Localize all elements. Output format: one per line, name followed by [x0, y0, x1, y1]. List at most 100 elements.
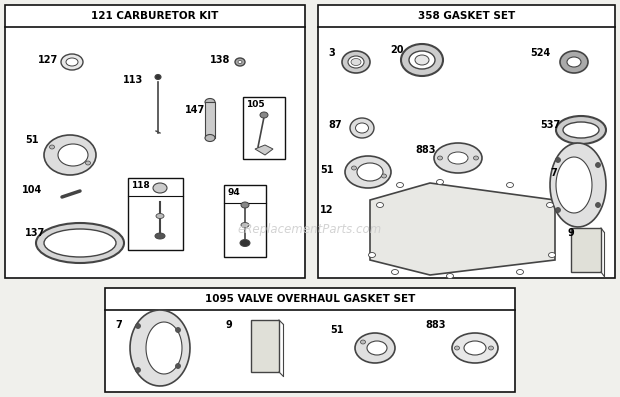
Polygon shape — [146, 322, 182, 374]
Ellipse shape — [556, 158, 560, 162]
Ellipse shape — [357, 163, 383, 181]
Text: 94: 94 — [227, 188, 240, 197]
Text: 51: 51 — [25, 135, 38, 145]
Ellipse shape — [136, 324, 141, 328]
Ellipse shape — [474, 156, 479, 160]
Text: 87: 87 — [328, 120, 342, 130]
Ellipse shape — [205, 135, 215, 141]
Ellipse shape — [50, 145, 55, 149]
Ellipse shape — [44, 135, 96, 175]
Bar — [205, 102, 215, 138]
Ellipse shape — [355, 333, 395, 363]
Ellipse shape — [454, 346, 459, 350]
Text: 524: 524 — [530, 48, 551, 58]
Ellipse shape — [350, 118, 374, 138]
Bar — [251, 320, 279, 372]
Ellipse shape — [415, 55, 429, 65]
Ellipse shape — [507, 183, 513, 187]
Text: 883: 883 — [415, 145, 435, 155]
Ellipse shape — [66, 58, 78, 66]
Ellipse shape — [381, 174, 386, 178]
Text: 121 CARBURETOR KIT: 121 CARBURETOR KIT — [91, 11, 219, 21]
Text: 118: 118 — [131, 181, 150, 190]
Text: 9: 9 — [568, 228, 575, 238]
Ellipse shape — [516, 270, 523, 274]
Ellipse shape — [345, 156, 391, 188]
Ellipse shape — [448, 152, 468, 164]
Ellipse shape — [155, 75, 161, 79]
Ellipse shape — [61, 54, 83, 70]
Ellipse shape — [175, 328, 180, 333]
Bar — [224, 185, 266, 257]
Ellipse shape — [367, 341, 387, 355]
Text: 51: 51 — [330, 325, 343, 335]
Ellipse shape — [238, 60, 242, 64]
Ellipse shape — [464, 341, 486, 355]
Ellipse shape — [567, 57, 581, 67]
Text: 127: 127 — [38, 55, 58, 65]
Ellipse shape — [436, 179, 443, 185]
Ellipse shape — [549, 252, 556, 258]
Ellipse shape — [452, 333, 498, 363]
Text: 9: 9 — [225, 320, 232, 330]
Ellipse shape — [546, 202, 554, 208]
Ellipse shape — [489, 346, 494, 350]
Polygon shape — [255, 145, 273, 155]
Ellipse shape — [556, 116, 606, 144]
Ellipse shape — [560, 51, 588, 73]
Ellipse shape — [241, 222, 249, 227]
Text: 7: 7 — [115, 320, 122, 330]
Polygon shape — [550, 143, 606, 227]
Text: 138: 138 — [210, 55, 231, 65]
Ellipse shape — [409, 51, 435, 69]
Ellipse shape — [360, 340, 366, 344]
Text: eReplacementParts.com: eReplacementParts.com — [238, 224, 382, 237]
Ellipse shape — [446, 274, 453, 279]
Ellipse shape — [397, 183, 404, 187]
Ellipse shape — [342, 51, 370, 73]
Text: 113: 113 — [123, 75, 143, 85]
Ellipse shape — [376, 202, 384, 208]
Ellipse shape — [391, 270, 399, 274]
Bar — [128, 178, 183, 250]
Text: 105: 105 — [246, 100, 265, 109]
Bar — [571, 228, 601, 272]
Text: 7: 7 — [550, 168, 557, 178]
Polygon shape — [556, 157, 592, 213]
Ellipse shape — [368, 252, 376, 258]
Ellipse shape — [136, 368, 141, 372]
Ellipse shape — [348, 56, 364, 68]
Text: 3: 3 — [328, 48, 335, 58]
Text: 104: 104 — [22, 185, 42, 195]
Text: 20: 20 — [390, 45, 404, 55]
Ellipse shape — [355, 123, 368, 133]
Ellipse shape — [155, 233, 165, 239]
Bar — [105, 288, 515, 392]
Text: 1095 VALVE OVERHAUL GASKET SET: 1095 VALVE OVERHAUL GASKET SET — [205, 294, 415, 304]
Ellipse shape — [260, 112, 268, 118]
Text: 883: 883 — [425, 320, 446, 330]
Ellipse shape — [153, 183, 167, 193]
Text: 147: 147 — [185, 105, 205, 115]
Ellipse shape — [556, 208, 560, 212]
Ellipse shape — [241, 202, 249, 208]
Ellipse shape — [434, 143, 482, 173]
Text: 537: 537 — [540, 120, 560, 130]
Text: 358 GASKET SET: 358 GASKET SET — [418, 11, 515, 21]
Polygon shape — [370, 183, 555, 275]
Ellipse shape — [240, 239, 250, 247]
Polygon shape — [130, 310, 190, 386]
Text: 51: 51 — [320, 165, 334, 175]
Ellipse shape — [401, 44, 443, 76]
Ellipse shape — [595, 162, 601, 168]
Ellipse shape — [563, 122, 599, 138]
Ellipse shape — [235, 58, 245, 66]
Ellipse shape — [438, 156, 443, 160]
Bar — [318, 5, 615, 278]
Bar — [243, 97, 285, 159]
Ellipse shape — [156, 214, 164, 218]
Ellipse shape — [595, 202, 601, 208]
Ellipse shape — [351, 58, 361, 66]
Ellipse shape — [36, 223, 124, 263]
Text: 137: 137 — [25, 228, 45, 238]
